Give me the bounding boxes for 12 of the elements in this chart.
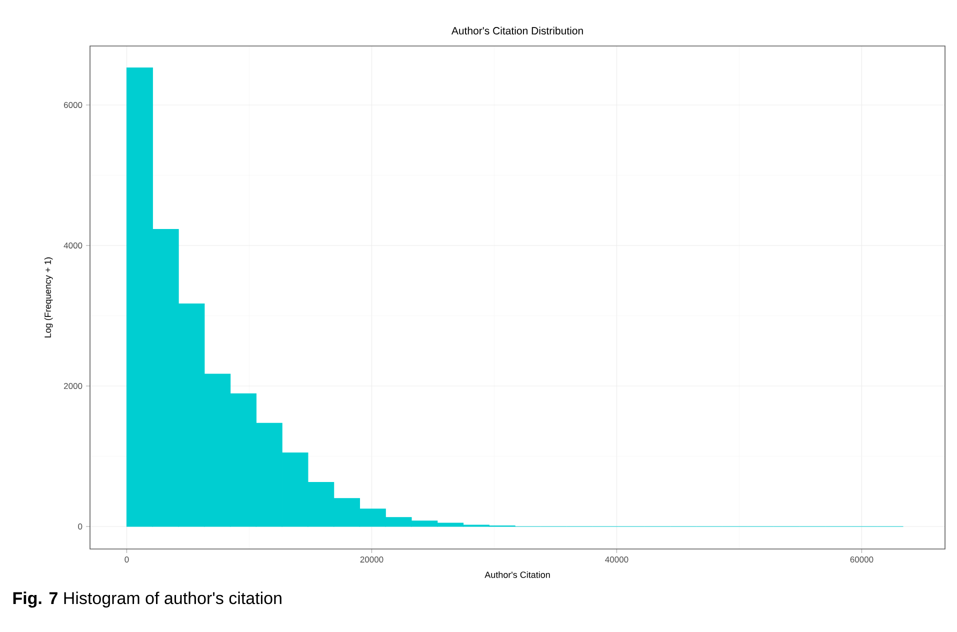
y-tick-label: 6000	[64, 102, 82, 108]
x-tick-label: 20000	[360, 556, 384, 563]
x-axis-title: Author's Citation	[484, 571, 550, 578]
x-tick-label: 60000	[850, 556, 874, 563]
y-axis-title: Log (Frequency + 1)	[44, 257, 53, 338]
chart-title: Author's Citation Distribution	[451, 26, 583, 34]
x-tick-label: 0	[124, 556, 129, 563]
text: Fig. 7 Histogram of author's citation	[13, 592, 282, 608]
y-tick-label: 0	[78, 523, 82, 530]
x-tick-label: 40000	[605, 556, 628, 563]
y-tick-label: 4000	[64, 242, 82, 248]
y-tick-label: 2000	[64, 382, 82, 390]
